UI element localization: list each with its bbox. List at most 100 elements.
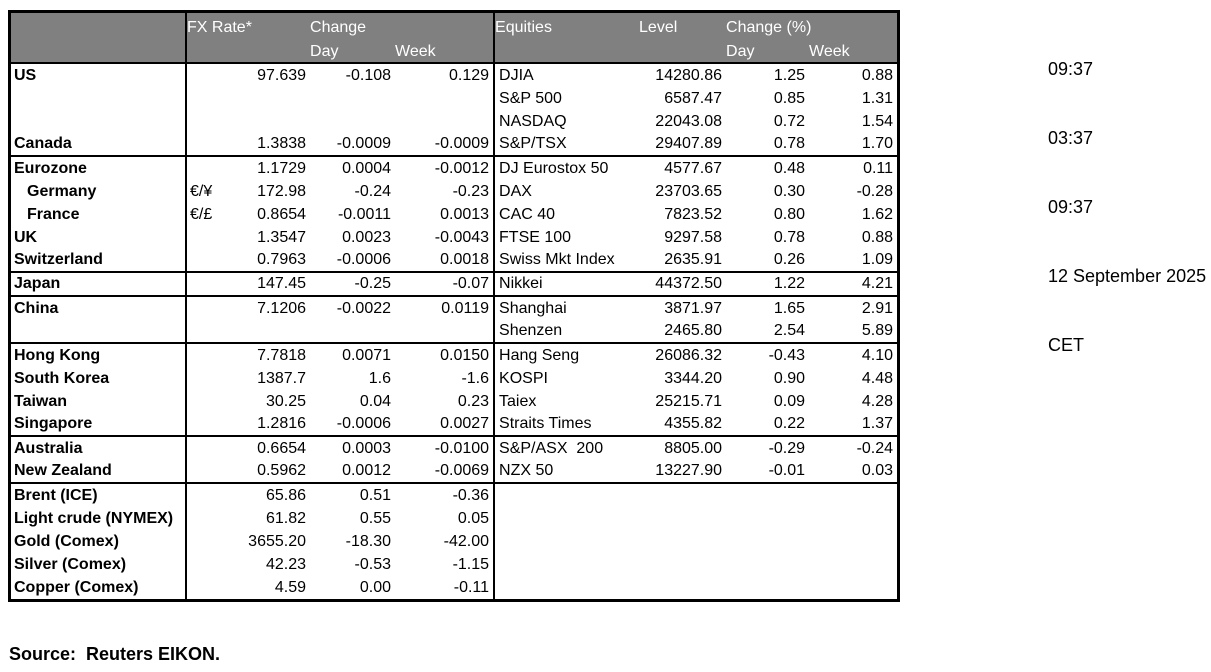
fx-day-cell: -0.108 <box>345 66 392 84</box>
fx-day-cell <box>310 110 395 133</box>
fx-pair-cell <box>187 413 232 437</box>
eq-day-cell: 0.22 <box>726 413 810 437</box>
fx-week-cell: 0.0027 <box>395 413 496 437</box>
eq-name-cell: NASDAQ <box>499 112 567 130</box>
fx-day-cell: 0.04 <box>359 392 392 410</box>
eq-week-cell: 1.37 <box>809 413 898 437</box>
table-row: France €/£ 0.8654 -0.0011 0.0013 CAC 40 7823.5… <box>11 203 897 226</box>
fx-rate-cell: 1.3838 <box>232 133 311 157</box>
fx-week-cell: 0.0013 <box>395 203 496 226</box>
fx-name-cell: France <box>11 203 187 226</box>
eq-week-cell: 4.21 <box>809 273 898 297</box>
eq-week-cell: 1.62 <box>861 205 894 223</box>
eq-day-cell: -0.29 <box>768 439 806 457</box>
table-row: Singapore 1.2816 -0.0006 0.0027 Straits Time… <box>11 413 898 437</box>
eq-day-cell: 2.54 <box>726 320 810 344</box>
eq-name-cell: Taiex <box>499 392 537 410</box>
fx-week-cell: 0.23 <box>395 390 496 413</box>
eq-week-cell: 1.54 <box>861 112 894 130</box>
table-header: FX Rate* Change Equities Level Change (%… <box>11 13 898 64</box>
fx-name-cell <box>11 320 187 344</box>
fx-pair-cell <box>187 297 232 320</box>
eq-week-cell: 0.11 <box>863 159 894 177</box>
eq-name-cell <box>495 553 639 576</box>
source-note: Source: Reuters EIKON. <box>9 644 221 664</box>
eq-level-cell: 44372.50 <box>639 273 727 297</box>
eq-day-cell <box>726 553 809 576</box>
fx-pair-cell <box>187 507 232 530</box>
fx-name-cell: Silver (Comex) <box>11 553 187 576</box>
fx-day-cell: 0.0003 <box>342 439 392 457</box>
fx-rate-cell: 172.98 <box>257 182 307 200</box>
eq-week-cell <box>809 484 897 507</box>
eq-name-cell: Hang Seng <box>499 346 580 364</box>
eq-level-cell: 8805.00 <box>664 439 723 457</box>
table-header-row-1: FX Rate* Change Equities Level Change (%… <box>11 13 898 64</box>
fx-pair-cell <box>187 226 232 249</box>
fx-pair-cell <box>187 576 232 599</box>
eq-level-cell: 26086.32 <box>655 346 723 364</box>
eq-level-cell: 3871.97 <box>664 299 723 317</box>
table-row: Light crude (NYMEX) 61.82 0.55 0.05 <box>11 507 897 530</box>
eq-day-cell <box>726 484 809 507</box>
table-row: Taiwan 30.25 0.04 0.23 Taiex 25215.71 0.09 4.28 <box>11 390 897 413</box>
eq-level-cell <box>639 553 726 576</box>
fx-rate-cell: 0.8654 <box>257 205 307 223</box>
fx-pair-cell <box>187 133 232 157</box>
fx-rate-cell: 1.1729 <box>257 159 307 177</box>
fx-rate-cell: 3655.20 <box>248 532 307 550</box>
fx-pair-cell <box>187 157 232 180</box>
fx-day-cell: -0.0011 <box>337 205 392 223</box>
eq-day-header: Day <box>726 42 810 64</box>
eq-name-cell: Shanghai <box>499 299 567 317</box>
fx-day-cell: 0.0023 <box>342 228 392 246</box>
table-row: Copper (Comex) 4.59 0.00 -0.11 <box>11 576 897 599</box>
fx-week-cell: 0.0150 <box>395 344 496 367</box>
eq-day-cell <box>726 507 809 530</box>
fx-week-cell: -0.36 <box>395 484 496 507</box>
eq-day-cell: 0.09 <box>773 392 806 410</box>
corner-header-cell <box>11 13 187 64</box>
fx-name-cell: Australia <box>11 437 187 460</box>
eq-week-cell: 1.09 <box>809 249 898 273</box>
eq-day-cell: 1.25 <box>773 66 806 84</box>
fx-week-cell: 0.05 <box>395 507 496 530</box>
fx-name-cell <box>11 87 187 110</box>
eq-week-cell: 4.48 <box>861 369 894 387</box>
table-row: Gold (Comex) 3655.20 -18.30 -42.00 <box>11 530 897 553</box>
timestamp-2: 03:37 <box>1048 128 1094 148</box>
fx-rate-cell: 1.3547 <box>257 228 307 246</box>
report-date: 12 September 2025 <box>1048 266 1207 286</box>
fx-week-cell: -0.23 <box>395 180 496 203</box>
fx-pair-cell <box>187 367 232 390</box>
fx-name-cell: Switzerland <box>11 249 187 273</box>
fx-day-cell: -0.0006 <box>310 413 396 437</box>
eq-level-cell: 3344.20 <box>664 369 723 387</box>
fx-rate-cell: 0.6654 <box>257 439 307 457</box>
fx-week-cell: 0.129 <box>395 64 496 87</box>
eq-level-cell: 29407.89 <box>639 133 727 157</box>
fx-equities-table: FX Rate* Change Equities Level Change (%… <box>8 10 901 602</box>
eq-day-cell: 0.30 <box>773 182 806 200</box>
eq-level-cell <box>639 530 726 553</box>
table-row: NASDAQ 22043.08 0.72 1.54 <box>11 110 897 133</box>
fx-day-header: Day <box>310 42 396 64</box>
fx-pair-cell <box>187 320 232 344</box>
eq-name-cell: NZX 50 <box>495 460 640 484</box>
fx-rate-cell: 7.7818 <box>257 346 307 364</box>
fx-rate-cell: 0.7963 <box>232 249 311 273</box>
eq-week-cell: 0.88 <box>861 228 894 246</box>
eq-week-cell <box>809 576 897 599</box>
eq-day-cell: 1.22 <box>726 273 810 297</box>
eq-week-cell <box>809 507 897 530</box>
eq-name-cell: Shenzen <box>495 320 640 344</box>
fx-pair-cell <box>187 249 232 273</box>
table-row: Shenzen 2465.80 2.54 5.89 <box>11 320 898 344</box>
fx-name-cell: Gold (Comex) <box>11 530 187 553</box>
fx-week-cell: -1.15 <box>395 553 496 576</box>
fx-day-cell: 0.0071 <box>342 346 392 364</box>
eq-name-cell <box>495 530 639 553</box>
fx-pair-cell <box>187 553 232 576</box>
fx-day-cell: -0.53 <box>354 555 392 573</box>
fx-header-spacer <box>187 42 311 64</box>
